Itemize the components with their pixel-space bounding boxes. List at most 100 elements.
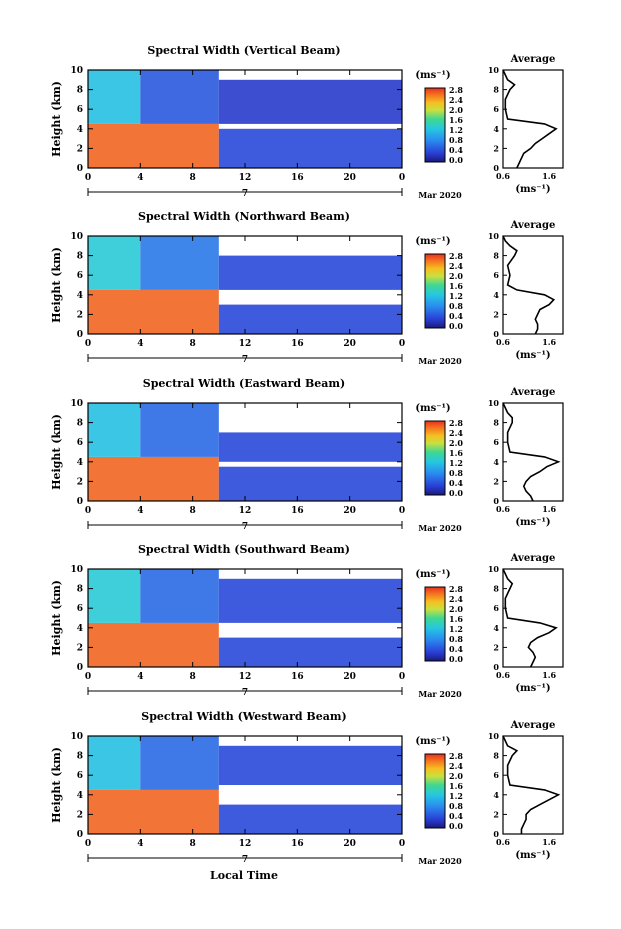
x-tick-label: 0 [85,506,91,516]
y-tick-label: 0 [77,497,83,507]
colorbar-tick-label: 2.8 [449,584,463,594]
x-tick-label: 0 [399,339,405,349]
y-tick-label: 8 [77,86,83,96]
x-tick-label: 0 [85,339,91,349]
heatmap-cell [218,432,402,462]
day-label: 7 [242,855,248,865]
x-tick-label: 20 [343,839,356,849]
average-title: Average [510,387,556,398]
average-y-tick-label: 10 [488,564,500,574]
average-y-tick-label: 6 [493,104,499,114]
average-x-tick-label: 0.6 [496,337,510,347]
colorbar-tick-label: 0.0 [449,654,463,664]
panel-3: Spectral Width (Southward Beam) 0 2 4 6 8 10 He… [50,543,564,699]
average-y-tick-label: 0 [493,329,499,339]
x-tick-label: 4 [137,339,143,349]
y-tick-label: 0 [77,830,83,840]
x-tick-label: 12 [239,506,252,516]
colorbar-tick-label: 2.4 [449,594,463,604]
y-tick-label: 8 [77,252,83,262]
x-tick-label: 0 [399,506,405,516]
colorbar-tick-label: 0.4 [449,145,463,155]
colorbar-tick-label: 1.2 [449,791,463,801]
colorbar [424,753,446,829]
colorbar-tick-label: 2.0 [449,105,463,115]
average-frame [502,735,564,835]
average-y-tick-label: 8 [493,251,499,261]
colorbar [424,586,446,662]
x-tick-label: 0 [85,672,91,682]
average-y-tick-label: 4 [493,790,499,800]
panel-title: Spectral Width (Vertical Beam) [147,44,340,57]
x-tick-label: 20 [343,339,356,349]
colorbar-tick-label: 0.8 [449,135,463,145]
x-tick-label: 20 [343,173,356,183]
date-label: Mar 2020 [418,190,462,200]
x-tick-label: 0 [85,839,91,849]
average-title: Average [510,220,556,231]
x-tick-label: 8 [190,173,196,183]
colorbar-tick-label: 0.8 [449,634,463,644]
colorbar-tick-label: 0.8 [449,801,463,811]
heatmap-cell [218,79,402,124]
average-y-tick-label: 2 [493,642,499,652]
heatmap-cell [218,255,402,290]
heatmap-cell [218,466,402,501]
colorbar [424,420,446,496]
average-profile-line [502,235,556,335]
heatmap-cell [88,123,219,168]
x-tick-label: 20 [343,506,356,516]
x-tick-label: 12 [239,839,252,849]
heatmap-cell [88,70,141,124]
colorbar-tick-label: 1.2 [449,291,463,301]
heatmap-cell [88,789,219,834]
colorbar-tick-label: 1.6 [449,448,463,458]
y-tick-label: 8 [77,585,83,595]
y-tick-label: 2 [77,477,83,487]
average-y-tick-label: 0 [493,662,499,672]
y-axis-label: Height (km) [50,747,63,823]
heatmap-cell [88,736,141,790]
average-y-tick-label: 6 [493,770,499,780]
colorbar-tick-label: 0.4 [449,811,463,821]
x-tick-label: 8 [190,672,196,682]
colorbar-tick-label: 0.4 [449,644,463,654]
colorbar-tick-label: 1.2 [449,458,463,468]
heatmap-cell [88,569,141,623]
day-label: 7 [242,688,248,698]
heatmap-cell [218,128,402,168]
colorbar-unit: (ms⁻¹) [415,403,450,414]
date-label: Mar 2020 [418,856,462,866]
panel-title: Spectral Width (Northward Beam) [138,210,350,223]
average-x-tick-label: 1.6 [542,504,556,514]
y-axis-label: Height (km) [50,247,63,323]
average-frame [502,568,564,668]
average-y-tick-label: 10 [488,731,500,741]
colorbar-tick-label: 1.2 [449,125,463,135]
average-y-tick-label: 2 [493,309,499,319]
x-tick-label: 12 [239,339,252,349]
y-tick-label: 8 [77,752,83,762]
y-tick-label: 0 [77,330,83,340]
average-y-tick-label: 2 [493,476,499,486]
heatmap-cell [218,304,402,334]
colorbar-tick-label: 1.6 [449,614,463,624]
colorbar-unit: (ms⁻¹) [415,236,450,247]
panel-title: Spectral Width (Westward Beam) [141,710,346,723]
y-tick-label: 10 [70,565,83,575]
x-axis-title: Local Time [210,869,278,882]
panel-title: Spectral Width (Eastward Beam) [143,377,345,390]
colorbar-tick-label: 0.0 [449,155,463,165]
average-y-tick-label: 8 [493,584,499,594]
colorbar-tick-label: 2.4 [449,261,463,271]
date-label: Mar 2020 [418,523,462,533]
average-y-tick-label: 0 [493,163,499,173]
colorbar-tick-label: 2.0 [449,438,463,448]
heatmap-cell [140,403,219,457]
average-profile-line [502,69,558,169]
colorbar-tick-label: 2.0 [449,271,463,281]
x-tick-label: 4 [137,839,143,849]
average-y-tick-label: 8 [493,751,499,761]
colorbar-tick-label: 0.0 [449,321,463,331]
x-tick-label: 16 [291,173,304,183]
